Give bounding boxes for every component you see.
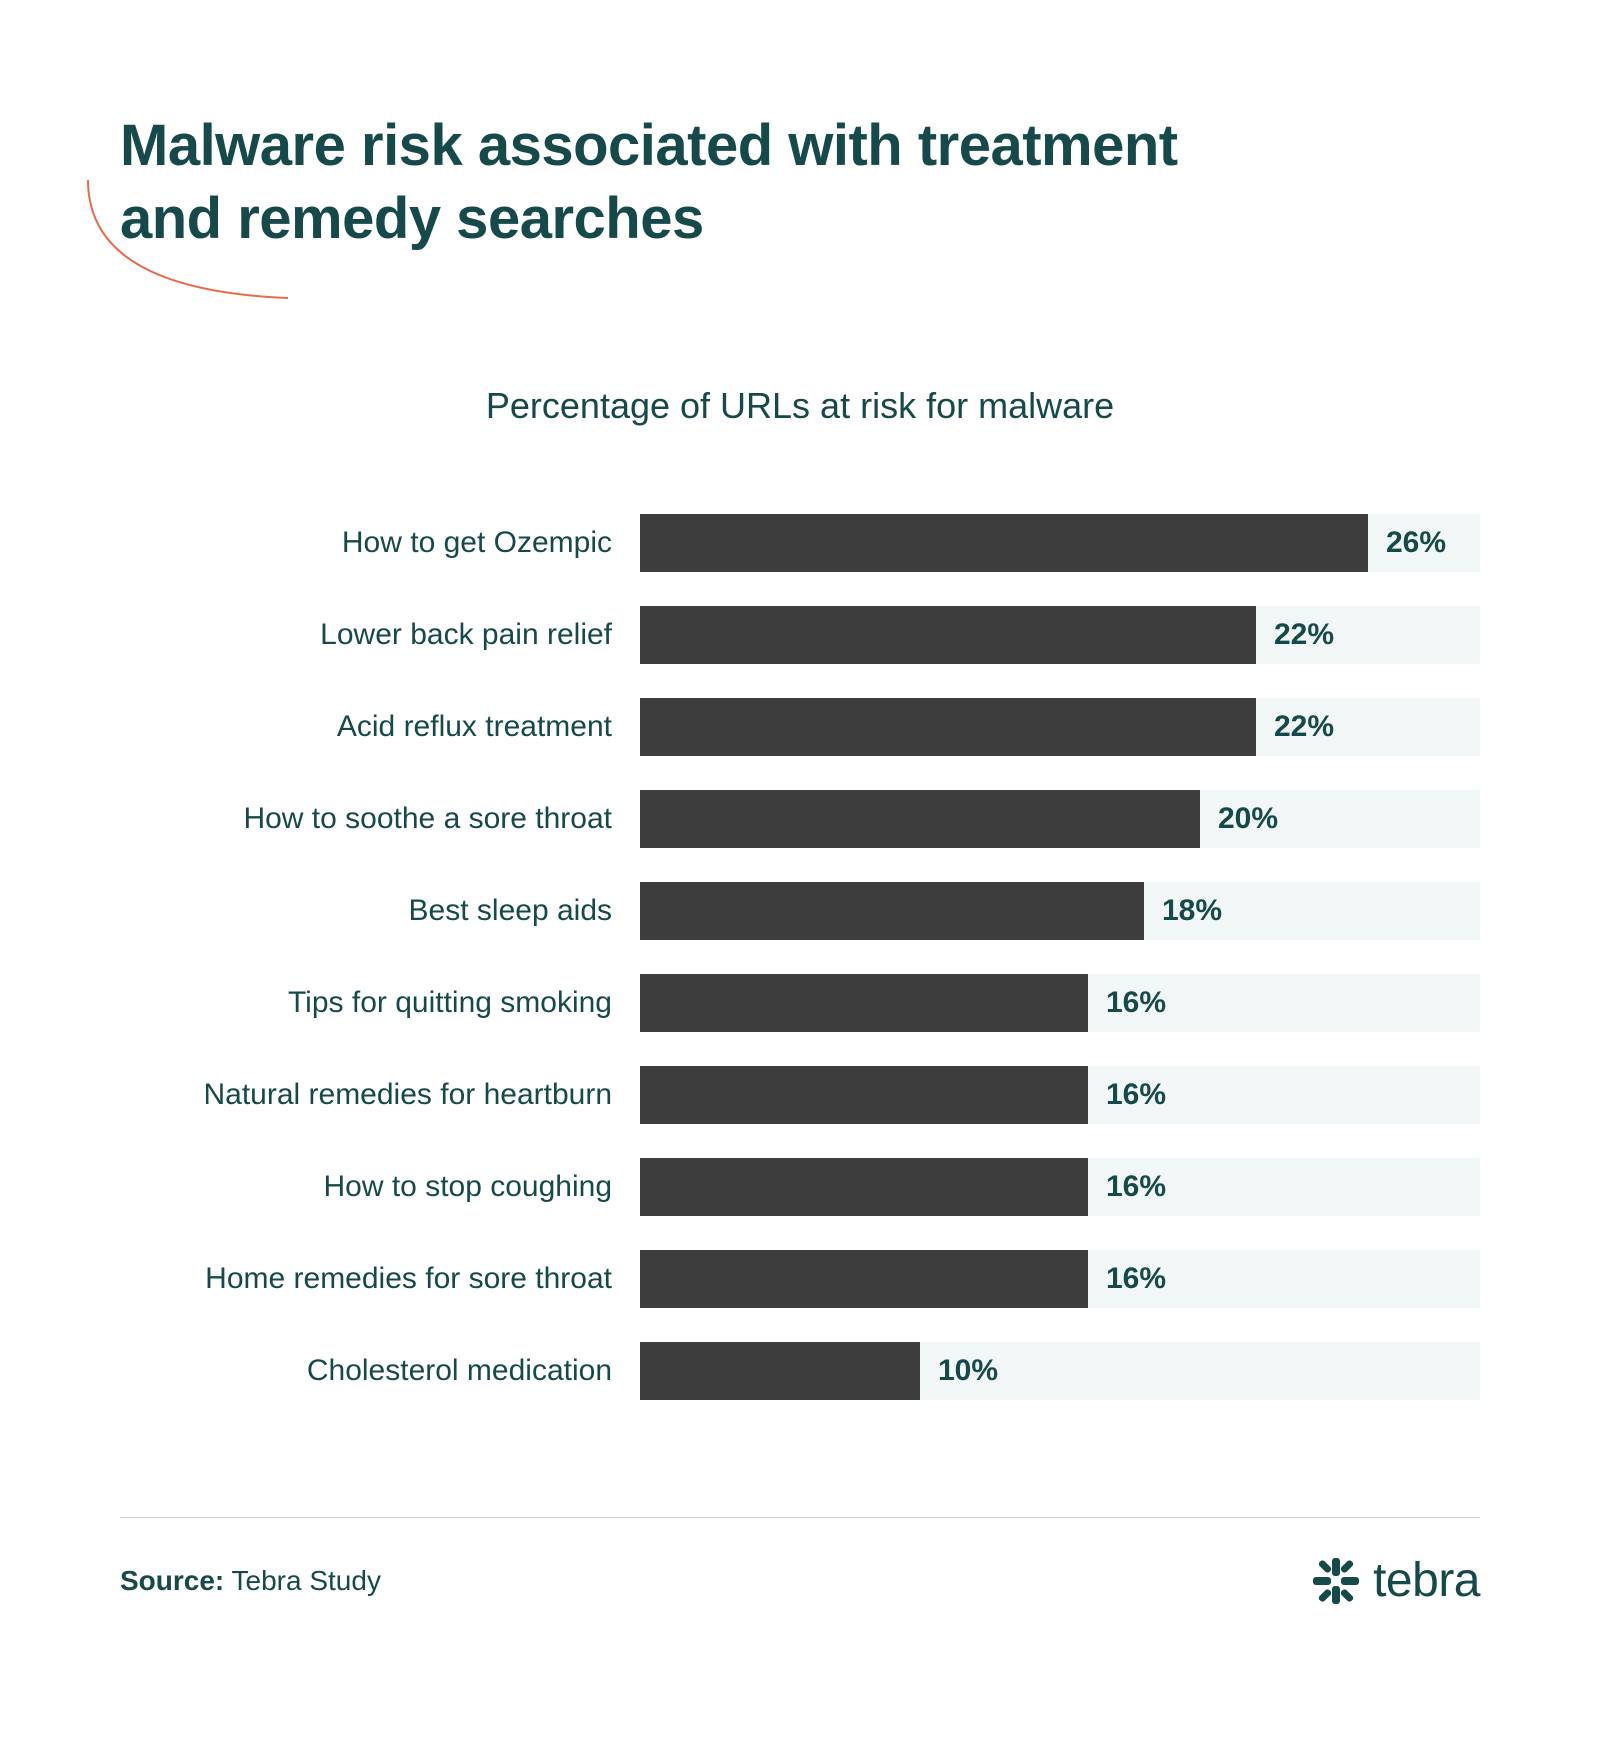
bar-value: 18% bbox=[1162, 894, 1222, 928]
bar-fill bbox=[640, 1066, 1088, 1124]
bar-value: 16% bbox=[1106, 1262, 1166, 1296]
brand-name: tebra bbox=[1373, 1553, 1480, 1608]
bar-track: 22% bbox=[640, 698, 1480, 756]
chart-row: Home remedies for sore throat 16% bbox=[120, 1233, 1480, 1325]
bar-value: 16% bbox=[1106, 1078, 1166, 1112]
bar-track: 20% bbox=[640, 790, 1480, 848]
bar-track: 16% bbox=[640, 1066, 1480, 1124]
bar-fill bbox=[640, 698, 1256, 756]
bar-track: 22% bbox=[640, 606, 1480, 664]
bar-track: 16% bbox=[640, 974, 1480, 1032]
bar-track: 16% bbox=[640, 1250, 1480, 1308]
bar-fill bbox=[640, 1158, 1088, 1216]
source-text: Tebra Study bbox=[232, 1565, 381, 1596]
bar-value: 22% bbox=[1274, 710, 1334, 744]
bar-value: 20% bbox=[1218, 802, 1278, 836]
chart-row: Cholesterol medication 10% bbox=[120, 1325, 1480, 1417]
bar-label: Tips for quitting smoking bbox=[120, 986, 640, 1020]
bar-label: How to soothe a sore throat bbox=[120, 802, 640, 836]
bar-fill bbox=[640, 1250, 1088, 1308]
bar-value: 22% bbox=[1274, 618, 1334, 652]
bar-track: 18% bbox=[640, 882, 1480, 940]
brand-icon bbox=[1311, 1556, 1361, 1606]
bar-value: 16% bbox=[1106, 1170, 1166, 1204]
bar-label: How to get Ozempic bbox=[120, 526, 640, 560]
chart-row: How to get Ozempic 26% bbox=[120, 497, 1480, 589]
bar-value: 10% bbox=[938, 1354, 998, 1388]
bar-fill bbox=[640, 790, 1200, 848]
footer: Source: Tebra Study bbox=[120, 1519, 1480, 1608]
bar-label: How to stop coughing bbox=[120, 1170, 640, 1204]
bar-track: 16% bbox=[640, 1158, 1480, 1216]
bar-value: 16% bbox=[1106, 986, 1166, 1020]
bar-fill bbox=[640, 1342, 920, 1400]
bar-label: Acid reflux treatment bbox=[120, 710, 640, 744]
bar-chart: How to get Ozempic 26% Lower back pain rel… bbox=[120, 497, 1480, 1417]
bar-label: Cholesterol medication bbox=[120, 1354, 640, 1388]
bar-label: Best sleep aids bbox=[120, 894, 640, 928]
chart-subtitle: Percentage of URLs at risk for malware bbox=[120, 385, 1480, 427]
bar-label: Home remedies for sore throat bbox=[120, 1262, 640, 1296]
chart-row: Best sleep aids 18% bbox=[120, 865, 1480, 957]
bar-fill bbox=[640, 882, 1144, 940]
bar-fill bbox=[640, 514, 1368, 572]
chart-title: Malware risk associated with treatment a… bbox=[120, 110, 1220, 255]
chart-row: How to stop coughing 16% bbox=[120, 1141, 1480, 1233]
brand: tebra bbox=[1311, 1553, 1480, 1608]
bar-track: 10% bbox=[640, 1342, 1480, 1400]
chart-row: Acid reflux treatment 22% bbox=[120, 681, 1480, 773]
footer-divider bbox=[120, 1517, 1480, 1518]
bar-label: Lower back pain relief bbox=[120, 618, 640, 652]
chart-row: Natural remedies for heartburn 16% bbox=[120, 1049, 1480, 1141]
chart-row: Lower back pain relief 22% bbox=[120, 589, 1480, 681]
source-prefix: Source: bbox=[120, 1565, 224, 1596]
bar-track: 26% bbox=[640, 514, 1480, 572]
chart-row: Tips for quitting smoking 16% bbox=[120, 957, 1480, 1049]
bar-fill bbox=[640, 606, 1256, 664]
bar-label: Natural remedies for heartburn bbox=[120, 1078, 640, 1112]
bar-value: 26% bbox=[1386, 526, 1446, 560]
chart-row: How to soothe a sore throat 20% bbox=[120, 773, 1480, 865]
source-line: Source: Tebra Study bbox=[120, 1565, 381, 1597]
infographic-container: Malware risk associated with treatment a… bbox=[0, 0, 1600, 1758]
bar-fill bbox=[640, 974, 1088, 1032]
